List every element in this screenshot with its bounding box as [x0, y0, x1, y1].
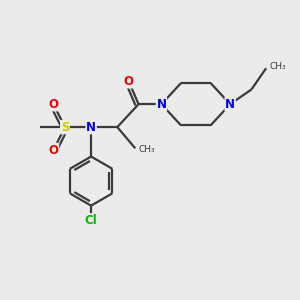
Text: N: N — [157, 98, 166, 111]
Text: CH₃: CH₃ — [139, 146, 155, 154]
Text: S: S — [61, 121, 69, 134]
Text: N: N — [86, 121, 96, 134]
Text: O: O — [124, 75, 134, 88]
Text: Cl: Cl — [85, 214, 98, 227]
Text: O: O — [49, 143, 58, 157]
Text: CH₃: CH₃ — [269, 62, 286, 71]
Text: N: N — [225, 98, 235, 111]
Text: O: O — [49, 98, 58, 111]
